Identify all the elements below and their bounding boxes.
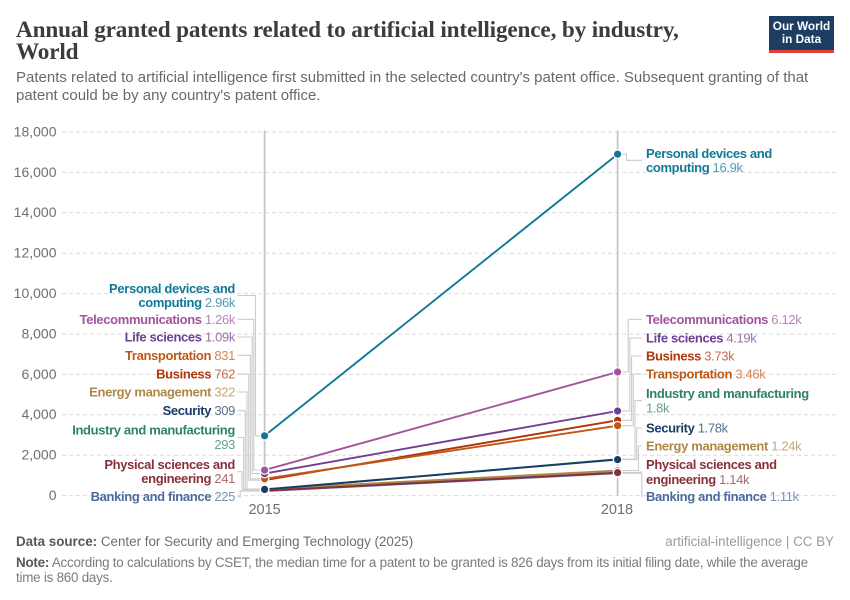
svg-text:Industry and manufacturing: Industry and manufacturing xyxy=(646,386,809,401)
svg-text:Life sciences 4.19k: Life sciences 4.19k xyxy=(646,331,757,346)
svg-text:14,000: 14,000 xyxy=(14,204,57,220)
svg-text:10,000: 10,000 xyxy=(14,285,57,301)
svg-text:Banking and finance 1.11k: Banking and finance 1.11k xyxy=(646,489,800,504)
svg-text:Physical sciences and: Physical sciences and xyxy=(646,457,777,472)
svg-text:Transportation 3.46k: Transportation 3.46k xyxy=(646,367,766,382)
svg-text:Life sciences 1.09k: Life sciences 1.09k xyxy=(125,330,236,345)
svg-text:Transportation 831: Transportation 831 xyxy=(125,348,235,363)
svg-text:Energy management 1.24k: Energy management 1.24k xyxy=(646,439,802,454)
svg-text:18,000: 18,000 xyxy=(14,123,57,139)
svg-text:Personal devices and: Personal devices and xyxy=(646,146,772,161)
svg-text:1.8k: 1.8k xyxy=(646,401,670,416)
svg-text:engineering 241: engineering 241 xyxy=(141,471,235,486)
svg-text:engineering 1.14k: engineering 1.14k xyxy=(646,472,750,487)
svg-text:2015: 2015 xyxy=(248,502,280,518)
svg-text:Security 1.78k: Security 1.78k xyxy=(646,421,729,436)
svg-text:2,000: 2,000 xyxy=(21,447,56,463)
svg-text:8,000: 8,000 xyxy=(21,325,56,341)
svg-text:0: 0 xyxy=(49,487,57,503)
svg-text:Telecommunications 1.26k: Telecommunications 1.26k xyxy=(80,312,236,327)
svg-text:Personal devices and: Personal devices and xyxy=(109,281,235,296)
svg-text:computing 16.9k: computing 16.9k xyxy=(646,160,743,175)
svg-text:12,000: 12,000 xyxy=(14,245,57,261)
svg-text:Telecommunications 6.12k: Telecommunications 6.12k xyxy=(646,312,802,327)
svg-text:Banking and finance 225: Banking and finance 225 xyxy=(91,489,236,504)
svg-text:4,000: 4,000 xyxy=(21,406,56,422)
svg-text:Business 3.73k: Business 3.73k xyxy=(646,349,735,364)
svg-text:2018: 2018 xyxy=(601,502,633,518)
svg-text:293: 293 xyxy=(214,437,235,452)
svg-text:Energy management 322: Energy management 322 xyxy=(89,385,235,400)
svg-text:Physical sciences and: Physical sciences and xyxy=(104,457,235,472)
svg-text:Business 762: Business 762 xyxy=(156,367,235,382)
svg-text:6,000: 6,000 xyxy=(21,366,56,382)
svg-text:Industry and manufacturing: Industry and manufacturing xyxy=(72,423,235,438)
svg-text:computing 2.96k: computing 2.96k xyxy=(138,295,235,310)
svg-text:16,000: 16,000 xyxy=(14,164,57,180)
svg-text:Security 309: Security 309 xyxy=(163,403,236,418)
